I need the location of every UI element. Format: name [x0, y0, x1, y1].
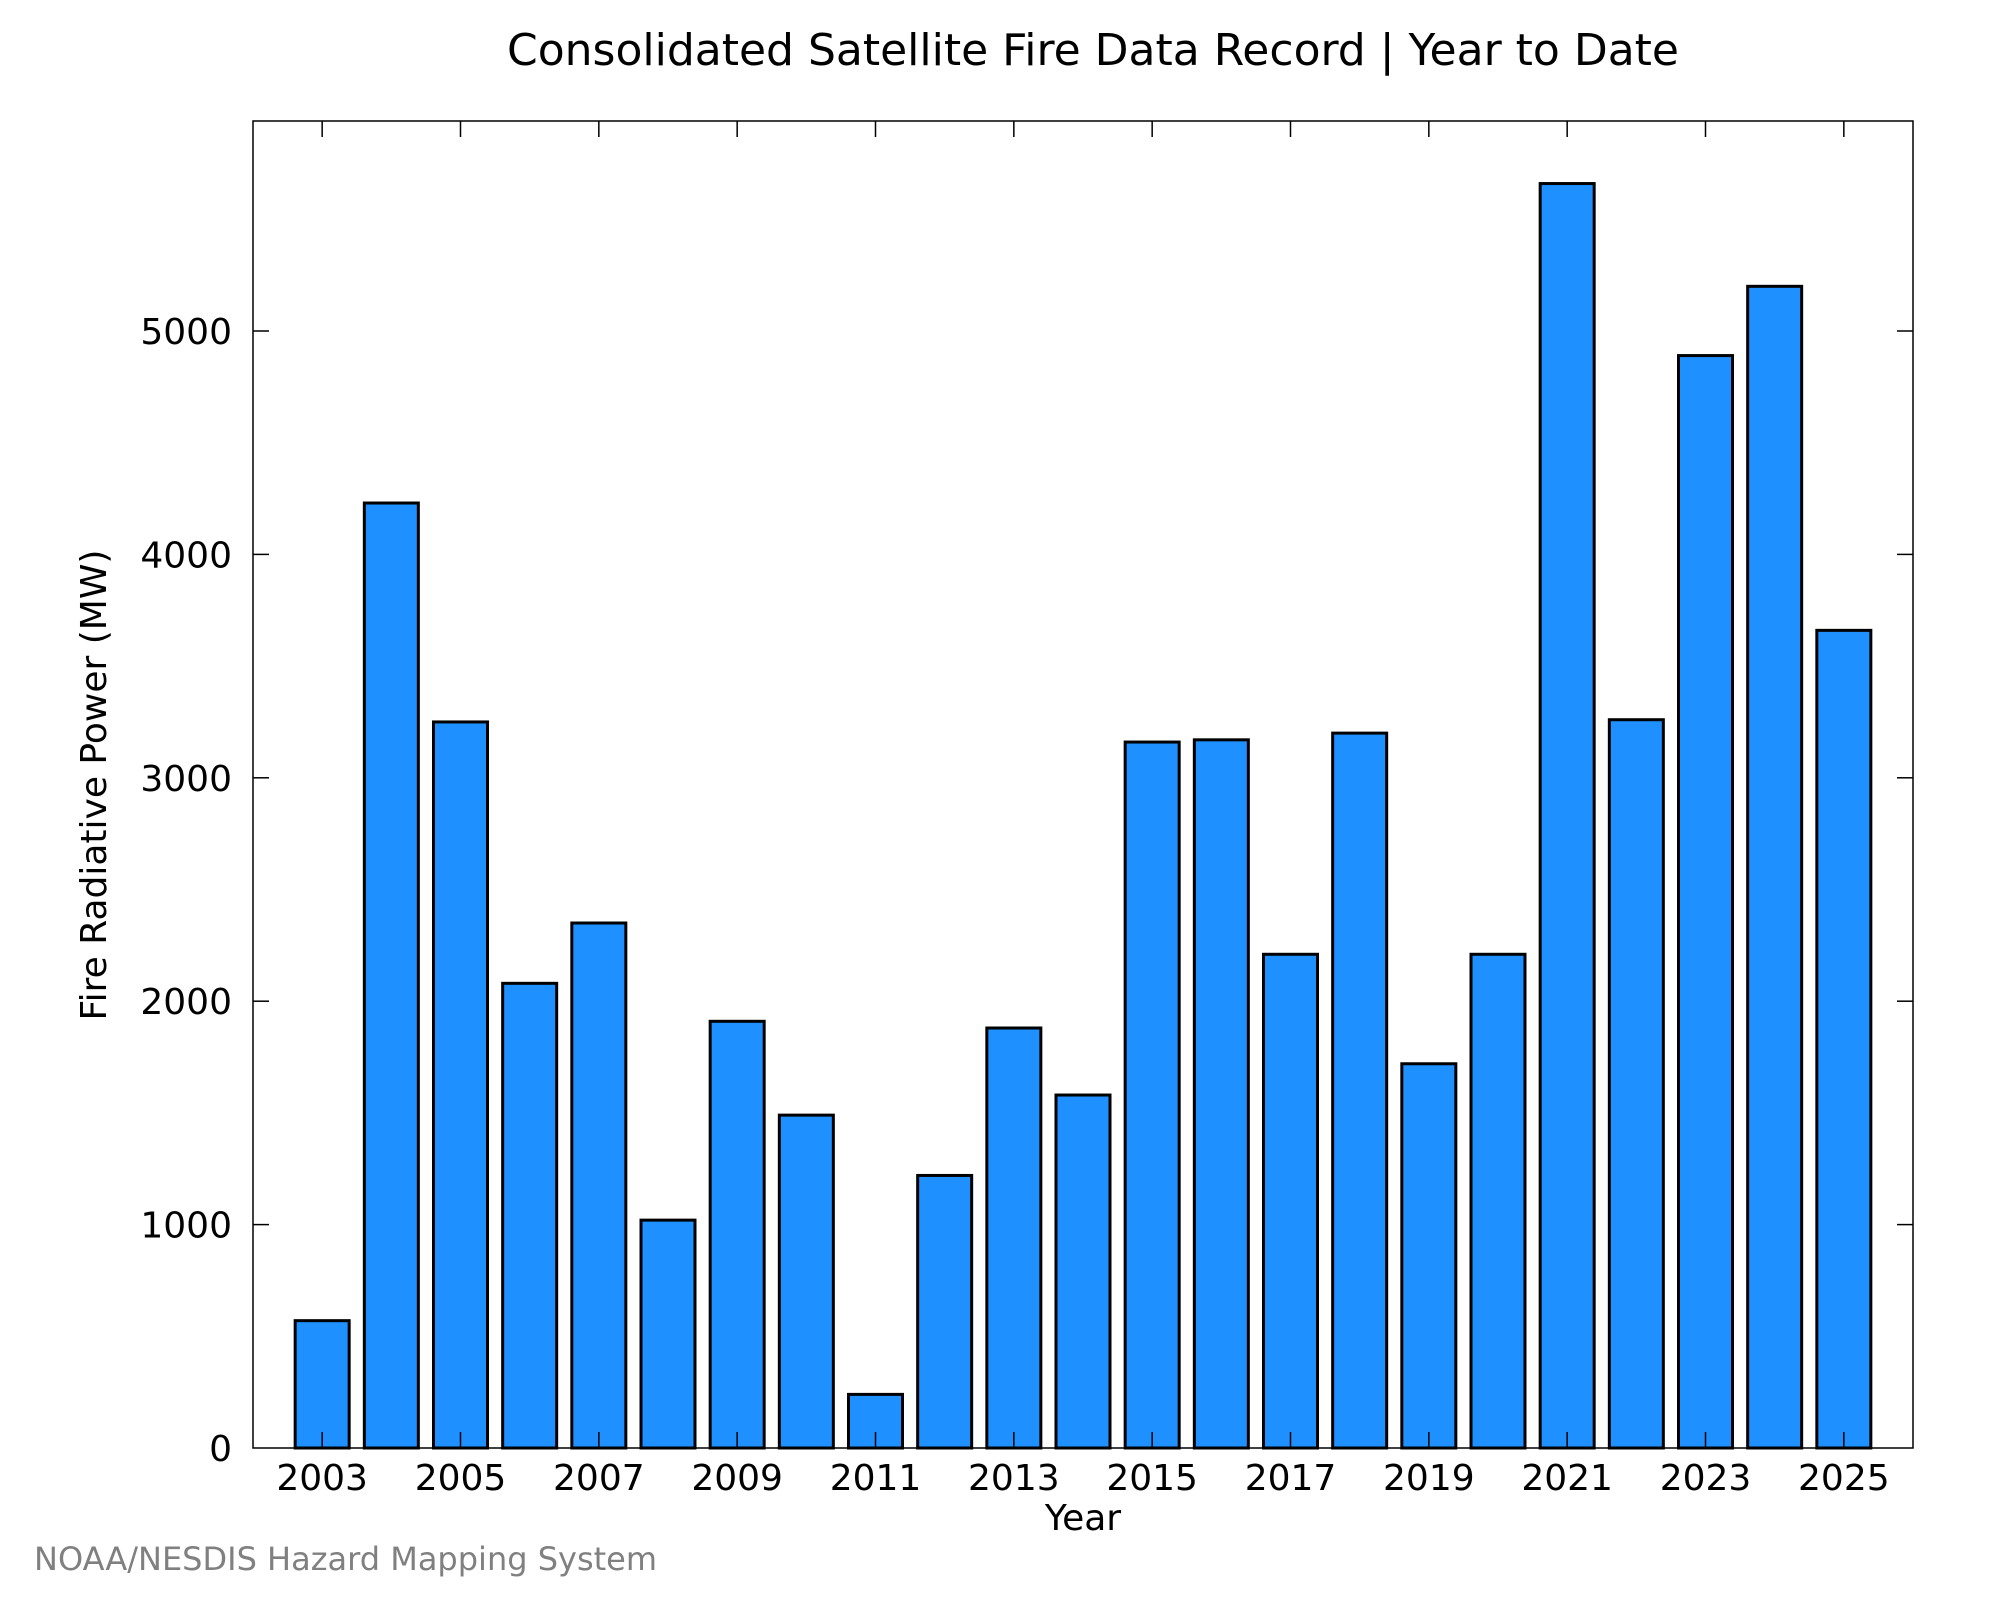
- bar-2020: [1469, 952, 1527, 1450]
- bar-2025: [1815, 628, 1873, 1450]
- x-tick-label-2007: 2007: [553, 1458, 645, 1499]
- x-tick-label-2019: 2019: [1383, 1458, 1475, 1499]
- bars-group: [293, 182, 1873, 1450]
- x-tick-label-2003: 2003: [276, 1458, 368, 1499]
- x-tick-label-2013: 2013: [968, 1458, 1060, 1499]
- bar-2010: [777, 1113, 835, 1450]
- bar-2022: [1607, 718, 1665, 1450]
- bar-2018: [1331, 731, 1389, 1450]
- bar-2008: [639, 1218, 697, 1450]
- bar-2013: [985, 1026, 1043, 1450]
- y-tick-label-2000: 2000: [140, 982, 232, 1023]
- x-tick-label-2015: 2015: [1106, 1458, 1198, 1499]
- bar-2009: [708, 1019, 766, 1450]
- bar-2005: [432, 720, 489, 1450]
- bar-2017: [1262, 952, 1319, 1450]
- bar-2004: [362, 501, 420, 1450]
- bar-2016: [1192, 738, 1250, 1450]
- bar-2015: [1123, 740, 1181, 1450]
- bar-2019: [1400, 1062, 1458, 1450]
- y-tick-label-4000: 4000: [140, 535, 232, 576]
- bar-2007: [570, 921, 628, 1450]
- y-tick-label-0: 0: [209, 1429, 232, 1470]
- y-tick-labels: 0 1000 2000 3000 4000 5000: [140, 312, 232, 1470]
- plot-frame: [252, 120, 1914, 1449]
- x-tick-label-2023: 2023: [1660, 1458, 1752, 1499]
- bar-2021: [1538, 182, 1596, 1450]
- bar-2006: [501, 981, 559, 1450]
- y-tick-label-3000: 3000: [140, 759, 232, 800]
- bar-2023: [1677, 354, 1734, 1450]
- bar-2012: [916, 1173, 974, 1450]
- y-axis-label: Fire Radiative Power (MW): [74, 550, 115, 1021]
- x-tick-label-2005: 2005: [415, 1458, 507, 1499]
- y-tick-label-1000: 1000: [140, 1206, 232, 1247]
- x-tick-labels: 2003 2005 2007 2009 2011 2013 2015 2017 2019 2021…: [276, 1458, 1889, 1499]
- y-tick-label-5000: 5000: [140, 312, 232, 353]
- ticks-group: [253, 121, 1913, 1448]
- bar-2003: [293, 1319, 351, 1450]
- x-tick-label-2021: 2021: [1521, 1458, 1613, 1499]
- chart-title: Consolidated Satellite Fire Data Record …: [507, 25, 1679, 76]
- bar-2024: [1746, 284, 1804, 1450]
- x-axis-label: Year: [1044, 1498, 1121, 1539]
- x-tick-label-2011: 2011: [830, 1458, 922, 1499]
- x-tick-label-2009: 2009: [691, 1458, 783, 1499]
- bar-2014: [1054, 1093, 1112, 1450]
- credit-text: NOAA/NESDIS Hazard Mapping System: [34, 1540, 658, 1578]
- x-tick-label-2017: 2017: [1245, 1458, 1337, 1499]
- x-tick-label-2025: 2025: [1798, 1458, 1890, 1499]
